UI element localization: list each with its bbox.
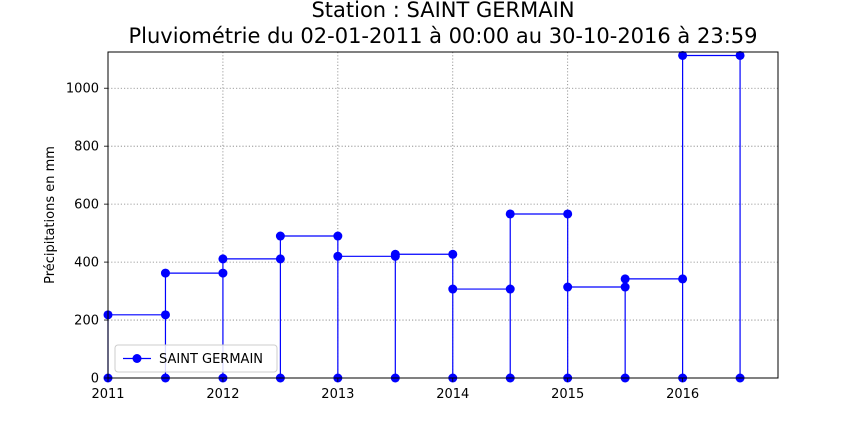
y-tick-label: 200 [74, 314, 99, 329]
grid-layer [107, 52, 778, 379]
y-tick-label: 400 [74, 256, 99, 271]
data-point [160, 310, 170, 320]
legend-box [114, 344, 278, 373]
x-tick-label: 2014 [436, 387, 469, 402]
y-tick-label: 600 [74, 198, 99, 213]
data-point [563, 282, 573, 292]
axes-layer: 2011 2012 2013 2014 2015 2016 0 200 400 600 800 100… [66, 51, 779, 402]
x-tick-label: 2015 [551, 387, 584, 402]
series-layer [103, 50, 745, 383]
y-tick-label: 0 [91, 372, 99, 387]
data-point [333, 231, 343, 241]
data-point [678, 274, 688, 284]
y-tick-label: 1000 [66, 82, 99, 97]
data-point [620, 274, 630, 284]
data-point [735, 50, 745, 60]
data-point [678, 50, 688, 60]
data-point [275, 231, 285, 241]
x-tick-label: 2016 [666, 387, 699, 402]
x-tick-label: 2013 [321, 387, 354, 402]
legend-label: SAINT GERMAIN [159, 352, 263, 367]
legend: SAINT GERMAIN [114, 344, 278, 373]
data-point [218, 254, 228, 264]
data-point [505, 209, 515, 219]
data-point [448, 249, 458, 259]
data-point [505, 284, 515, 294]
data-point [160, 268, 170, 278]
data-point [275, 254, 285, 264]
chart-subtitle: Pluviométrie du 02-01-2011 à 00:00 au 30… [128, 24, 758, 48]
data-point [333, 251, 343, 261]
data-point [218, 268, 228, 278]
y-tick-label: 800 [74, 140, 99, 155]
series-line [107, 54, 741, 378]
data-point [390, 249, 400, 259]
x-tick-label: 2011 [91, 387, 124, 402]
x-tick-label: 2012 [206, 387, 239, 402]
plot-frame [107, 51, 779, 379]
y-axis-label: Précipitations en mm [43, 146, 58, 284]
chart-title: Station : SAINT GERMAIN [311, 0, 575, 22]
data-point [448, 284, 458, 294]
data-point [620, 282, 630, 292]
data-point [563, 209, 573, 219]
legend-swatch-marker [132, 354, 142, 363]
